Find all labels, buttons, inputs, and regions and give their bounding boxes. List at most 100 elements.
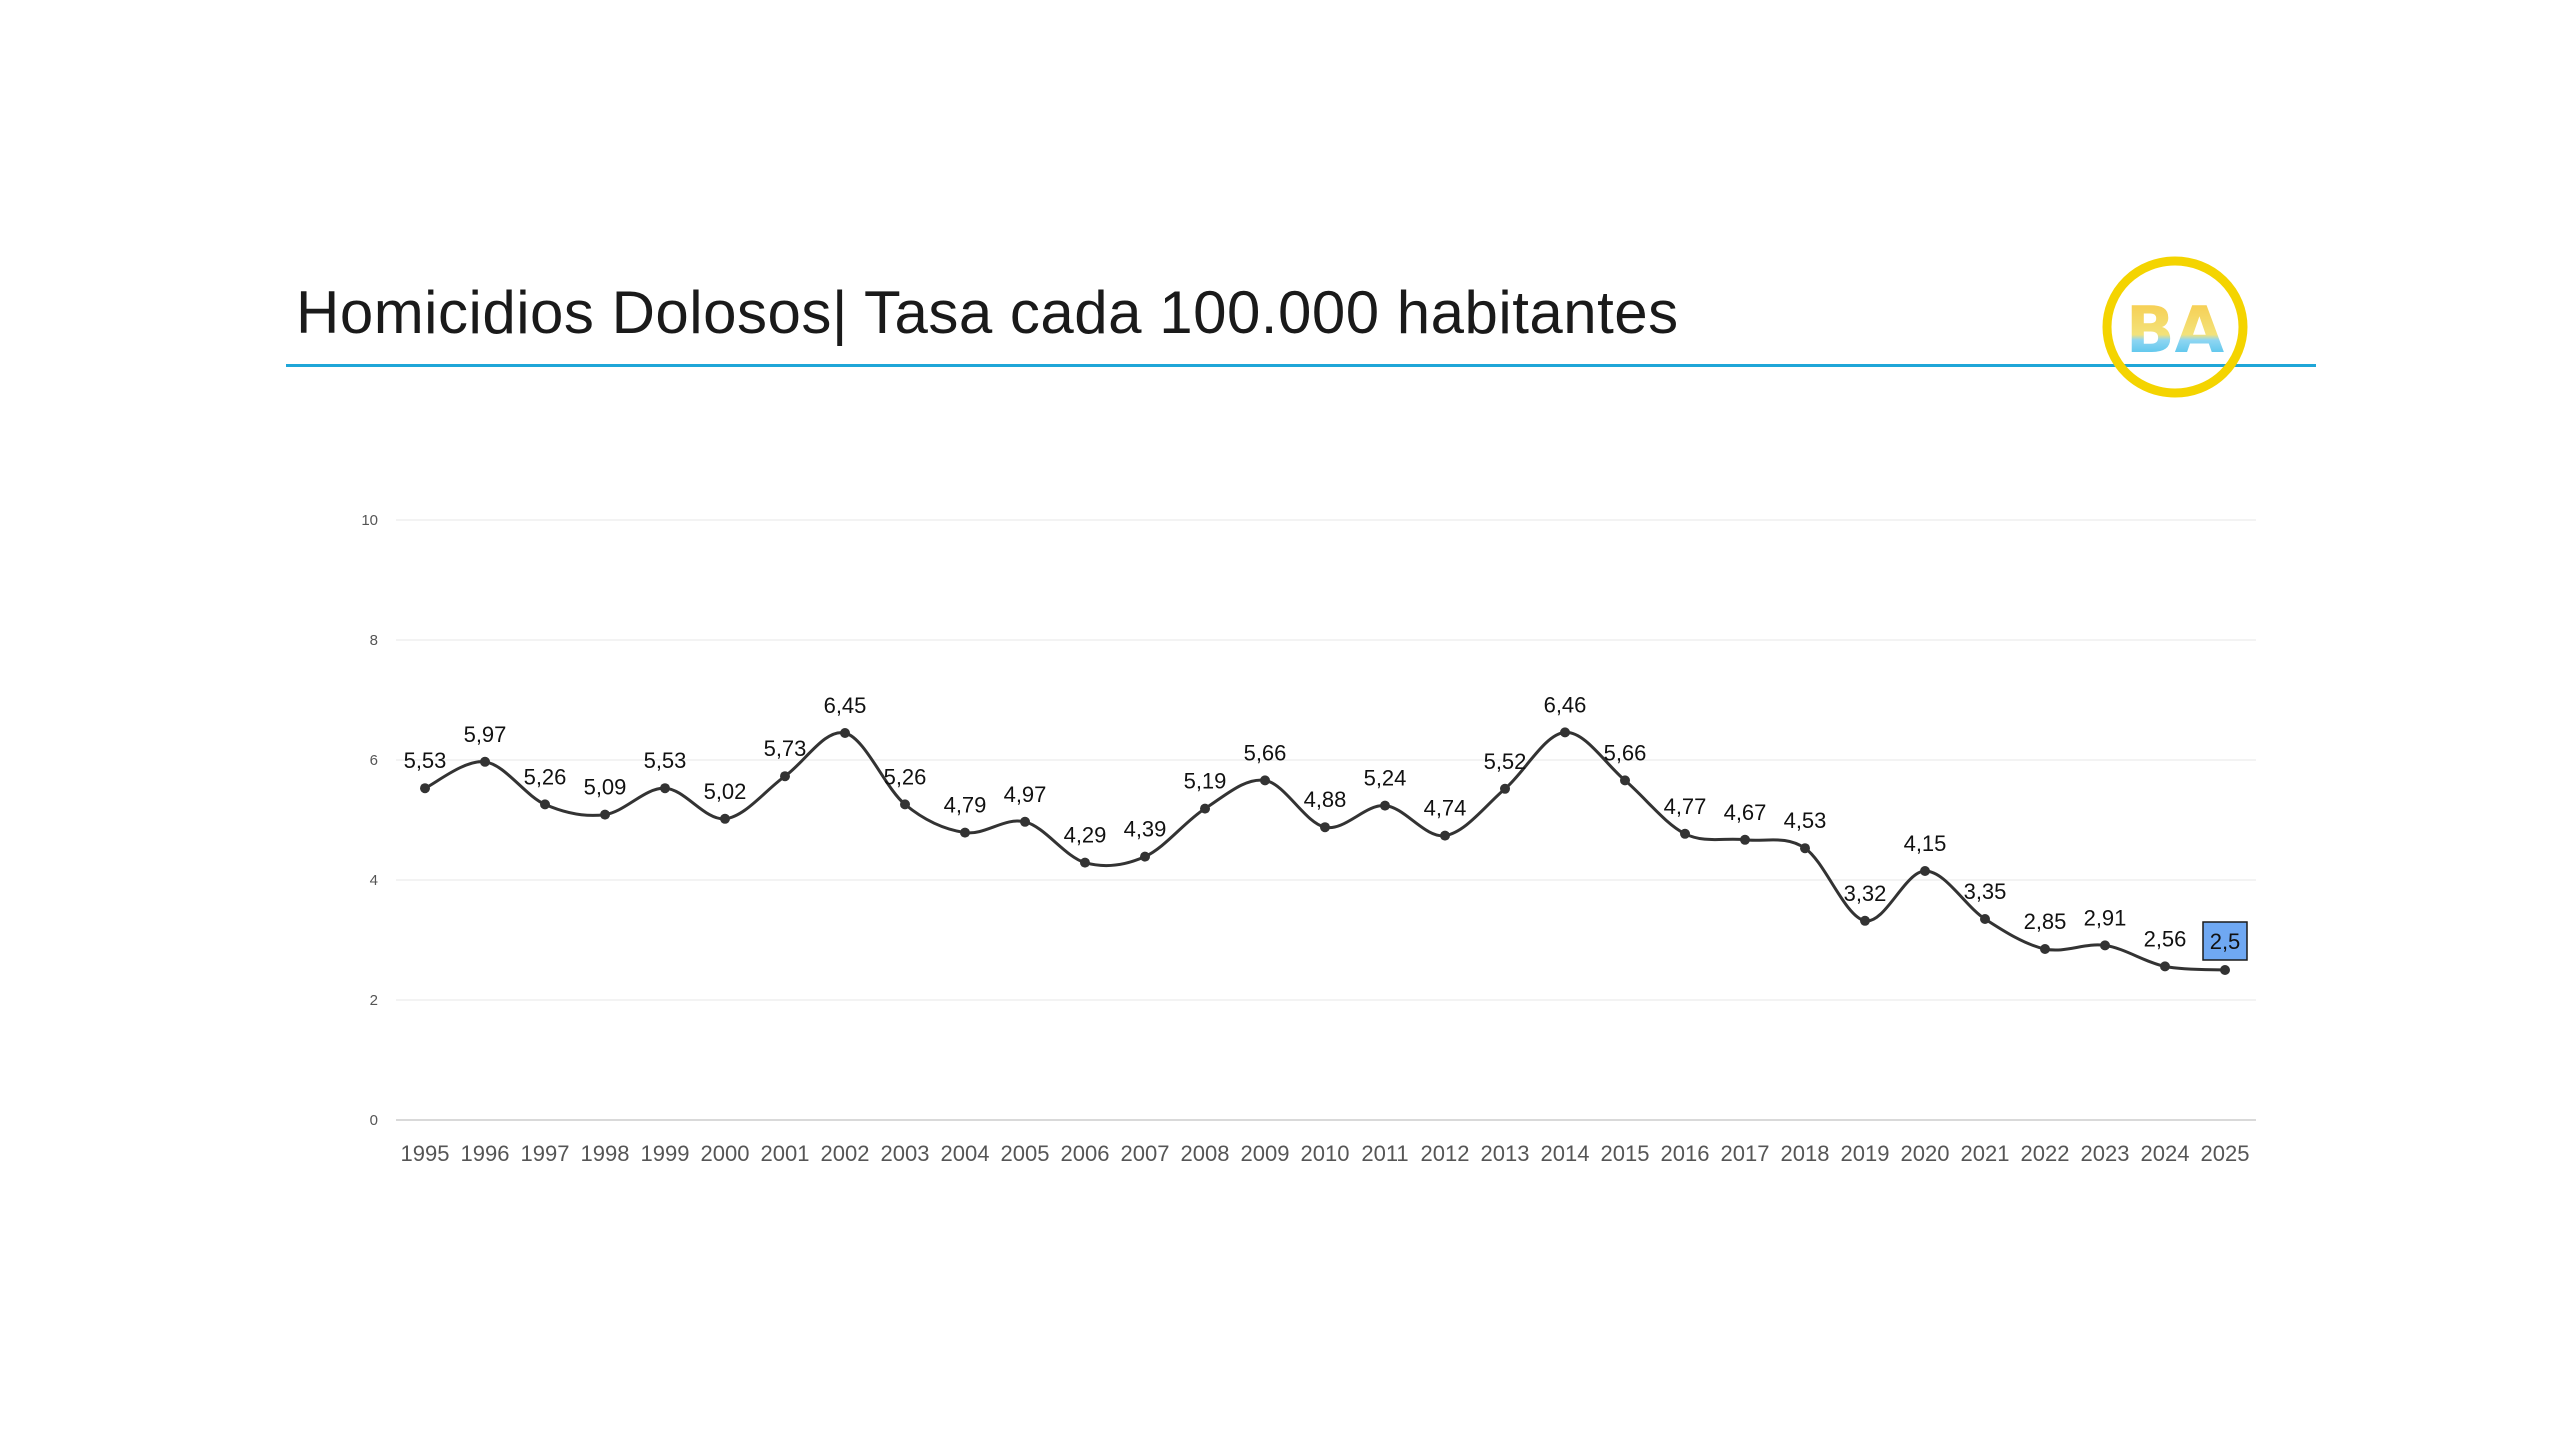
x-tick-label: 2000 xyxy=(701,1141,750,1166)
x-tick-label: 2017 xyxy=(1721,1141,1770,1166)
data-label: 5,97 xyxy=(464,722,507,747)
data-label: 5,73 xyxy=(764,736,807,761)
data-point xyxy=(1140,851,1150,862)
x-tick-label: 2010 xyxy=(1301,1141,1350,1166)
y-tick-label: 8 xyxy=(370,632,378,649)
x-tick-label: 1997 xyxy=(521,1141,570,1166)
data-point xyxy=(2040,944,2050,954)
x-tick-label: 2015 xyxy=(1601,1141,1650,1166)
y-tick-label: 2 xyxy=(370,992,378,1009)
data-label: 5,53 xyxy=(404,748,447,773)
x-tick-label: 2020 xyxy=(1901,1141,1950,1166)
data-label: 4,97 xyxy=(1004,782,1047,807)
data-point xyxy=(780,771,790,782)
x-tick-label: 2018 xyxy=(1781,1141,1830,1166)
data-point xyxy=(840,728,850,738)
x-tick-label: 2003 xyxy=(881,1141,930,1166)
x-tick-label: 2014 xyxy=(1541,1141,1590,1166)
slide-title: Homicidios Dolosos| Tasa cada 100.000 ha… xyxy=(296,279,1679,346)
x-tick-label: 2006 xyxy=(1061,1141,1110,1166)
data-label: 2,85 xyxy=(2024,909,2067,934)
data-point xyxy=(2160,961,2170,972)
data-point xyxy=(1080,857,1090,868)
data-point xyxy=(1800,843,1810,854)
data-point xyxy=(660,783,670,794)
data-label: 4,29 xyxy=(1064,823,1107,848)
data-label: 5,19 xyxy=(1184,769,1227,794)
data-point xyxy=(1740,834,1750,845)
x-tick-label: 1996 xyxy=(461,1141,510,1166)
gridlines xyxy=(396,519,2256,1121)
data-label: 4,53 xyxy=(1784,808,1827,833)
data-point xyxy=(1500,783,1510,794)
data-label: 4,88 xyxy=(1304,787,1347,812)
data-point xyxy=(1440,830,1450,841)
data-label: 2,56 xyxy=(2144,926,2187,951)
data-point xyxy=(1680,828,1690,839)
x-tick-label: 2021 xyxy=(1961,1141,2010,1166)
data-label: 4,74 xyxy=(1424,796,1467,821)
data-label: 4,79 xyxy=(944,793,987,818)
data-label: 2,91 xyxy=(2084,905,2127,930)
y-axis: 0 2 4 6 8 10 xyxy=(361,512,378,1129)
data-label: 5,53 xyxy=(644,748,687,773)
x-tick-label: 2024 xyxy=(2141,1141,2190,1166)
data-label: 6,45 xyxy=(824,693,867,718)
data-point xyxy=(420,783,430,794)
x-tick-label: 2002 xyxy=(821,1141,870,1166)
x-tick-label: 2022 xyxy=(2021,1141,2070,1166)
data-point xyxy=(540,799,550,810)
data-point xyxy=(900,799,910,810)
x-tick-label: 2001 xyxy=(761,1141,810,1166)
data-point xyxy=(2100,940,2110,951)
data-point xyxy=(600,809,610,820)
data-labels: 5,53 5,97 5,26 5,09 5,53 5,02 5,73 6,45 5,26 4,79… xyxy=(404,692,2248,961)
data-point xyxy=(1260,775,1270,786)
data-label-highlight xyxy=(2202,921,2248,961)
data-points xyxy=(420,727,2230,975)
x-tick-label: 1995 xyxy=(401,1141,450,1166)
data-point xyxy=(1620,775,1630,786)
x-tick-label: 2016 xyxy=(1661,1141,1710,1166)
x-tick-label: 2023 xyxy=(2081,1141,2130,1166)
data-label: 3,32 xyxy=(1844,881,1887,906)
y-tick-label: 6 xyxy=(370,752,378,769)
data-label: 5,66 xyxy=(1604,740,1647,765)
data-point xyxy=(1560,727,1570,738)
data-point xyxy=(720,813,730,824)
data-label: 5,26 xyxy=(884,764,927,789)
data-point xyxy=(2220,965,2230,975)
data-label: 5,09 xyxy=(584,775,627,800)
data-point xyxy=(1980,914,1990,924)
data-label: 5,52 xyxy=(1484,749,1527,774)
y-tick-label: 0 xyxy=(370,1112,378,1129)
data-label: 5,66 xyxy=(1244,740,1287,765)
x-tick-label: 2007 xyxy=(1121,1141,1170,1166)
x-axis: 1995 1996 1997 1998 1999 2000 2001 2002 2003 2004… xyxy=(401,1141,2250,1166)
x-tick-label: 2005 xyxy=(1001,1141,1050,1166)
data-point xyxy=(1920,866,1930,876)
x-tick-label: 2025 xyxy=(2201,1141,2250,1166)
x-tick-label: 2008 xyxy=(1181,1141,1230,1166)
data-label: 6,46 xyxy=(1544,692,1587,717)
title-divider xyxy=(286,364,2316,367)
data-point xyxy=(1020,816,1030,827)
data-label: 5,26 xyxy=(524,764,567,789)
data-point xyxy=(1320,822,1330,833)
data-label: 4,39 xyxy=(1124,817,1167,842)
data-point xyxy=(480,756,490,767)
data-point xyxy=(1380,800,1390,811)
x-tick-label: 2009 xyxy=(1241,1141,1290,1166)
data-label: 5,24 xyxy=(1364,766,1407,791)
y-tick-label: 10 xyxy=(361,512,378,529)
data-point xyxy=(1860,915,1870,926)
x-tick-label: 2011 xyxy=(1361,1141,1408,1166)
x-tick-label: 2013 xyxy=(1481,1141,1530,1166)
data-label: 4,67 xyxy=(1724,800,1767,825)
data-point xyxy=(1200,803,1210,814)
series-line xyxy=(424,730,2226,972)
x-tick-label: 1999 xyxy=(641,1141,690,1166)
y-tick-label: 4 xyxy=(370,872,378,889)
ba-logo-text: BA xyxy=(2126,294,2225,368)
